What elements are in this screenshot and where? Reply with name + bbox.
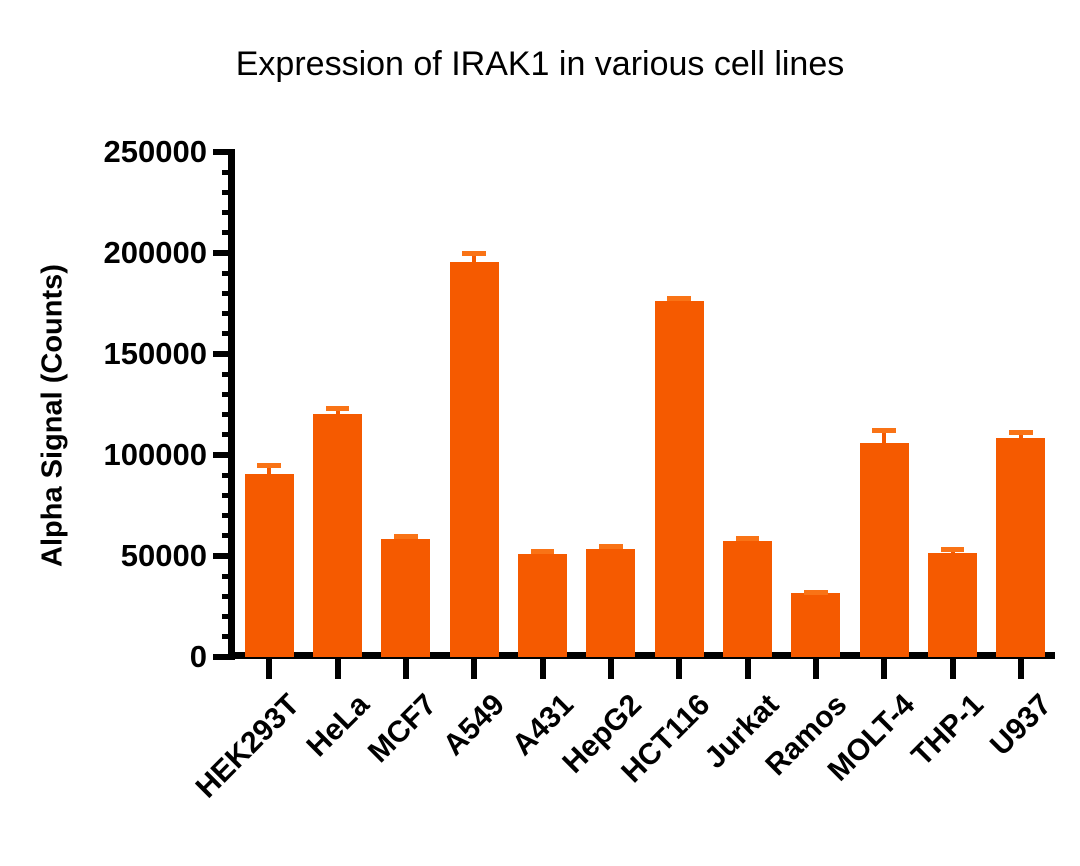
bar [312, 413, 363, 657]
x-tick [744, 657, 751, 679]
y-tick-minor [222, 412, 235, 418]
y-tick-major [213, 149, 235, 155]
y-tick-major [213, 452, 235, 458]
error-bar-stem [1018, 432, 1023, 438]
bar [859, 442, 909, 657]
bar [654, 301, 704, 657]
x-tick [1017, 657, 1024, 679]
x-tick [812, 657, 819, 679]
x-tick [676, 657, 683, 679]
error-bar-cap [667, 295, 691, 301]
y-tick-minor [222, 533, 235, 539]
y-tick-minor [222, 614, 235, 620]
y-tick-major [213, 553, 235, 559]
x-tick [949, 657, 956, 679]
error-bar-cap [462, 250, 486, 256]
x-tick [471, 657, 478, 679]
x-tick-label: HEK293T [189, 688, 307, 805]
x-tick-label: U937 [983, 688, 1058, 763]
error-bar-stem [335, 408, 340, 414]
plot-area: 0 50000 100000 150000 200000 250000 HEK293T He… [104, 134, 1058, 804]
y-tick-minor [222, 391, 235, 397]
bar [722, 540, 773, 657]
y-tick-minor [222, 593, 235, 599]
y-tick-minor [222, 189, 235, 195]
y-tick-minor [222, 472, 235, 478]
x-tick [334, 657, 341, 679]
x-tick [539, 657, 546, 679]
y-tick-minor [222, 573, 235, 579]
error-bar-cap [599, 544, 623, 549]
x-tick-label: A549 [437, 688, 512, 763]
y-tick-minor [222, 290, 235, 296]
error-bar-cap [872, 428, 896, 434]
y-tick-minor [222, 331, 235, 337]
y-tick-label: 100000 [103, 437, 207, 472]
y-tick-major [213, 351, 235, 357]
y-tick-minor [222, 210, 235, 216]
bar [586, 548, 636, 657]
bar [381, 538, 431, 657]
bar [517, 553, 568, 657]
x-axis-line [228, 652, 1055, 659]
error-bar-cap [325, 406, 350, 412]
x-tick-label: HeLa [299, 688, 376, 764]
error-bar-cap [394, 533, 418, 539]
y-axis-line [228, 150, 235, 659]
y-tick-label: 200000 [103, 235, 207, 270]
bar [996, 437, 1046, 657]
x-tick [607, 657, 614, 679]
y-tick-minor [222, 634, 235, 640]
bar [791, 593, 841, 657]
y-tick-minor [222, 230, 235, 236]
chart-title: Expression of IRAK1 in various cell line… [235, 45, 845, 83]
bar [244, 474, 294, 657]
y-tick-minor [222, 492, 235, 498]
y-tick-major [213, 654, 235, 660]
y-tick-label: 150000 [103, 336, 207, 371]
y-tick-minor [222, 311, 235, 317]
error-bar-cap [530, 549, 555, 555]
x-tick [881, 657, 888, 679]
y-tick-minor [222, 270, 235, 276]
error-bar-stem [472, 253, 477, 263]
y-tick-label: 50000 [120, 538, 207, 573]
x-tick-label: MCF7 [361, 688, 443, 770]
x-tick [266, 657, 273, 679]
error-bar-cap [804, 589, 828, 595]
error-bar-cap [257, 462, 281, 468]
y-tick-minor [222, 432, 235, 438]
error-bar-cap [1009, 430, 1033, 436]
y-tick-major [213, 250, 235, 256]
y-tick-minor [222, 371, 235, 377]
y-tick-label: 0 [189, 639, 207, 674]
error-bar-stem [882, 430, 887, 443]
x-tick [402, 657, 409, 679]
y-axis-title: Alpha Signal (Counts) [36, 264, 69, 567]
error-bar-stem [267, 465, 272, 475]
y-tick-minor [222, 513, 235, 519]
bar [449, 262, 499, 657]
error-bar-cap [735, 535, 760, 541]
x-tick-label: THP-1 [904, 688, 990, 773]
y-tick-minor [222, 169, 235, 175]
bar [927, 552, 978, 657]
y-tick-label: 250000 [103, 134, 207, 169]
error-bar-cap [940, 547, 965, 553]
